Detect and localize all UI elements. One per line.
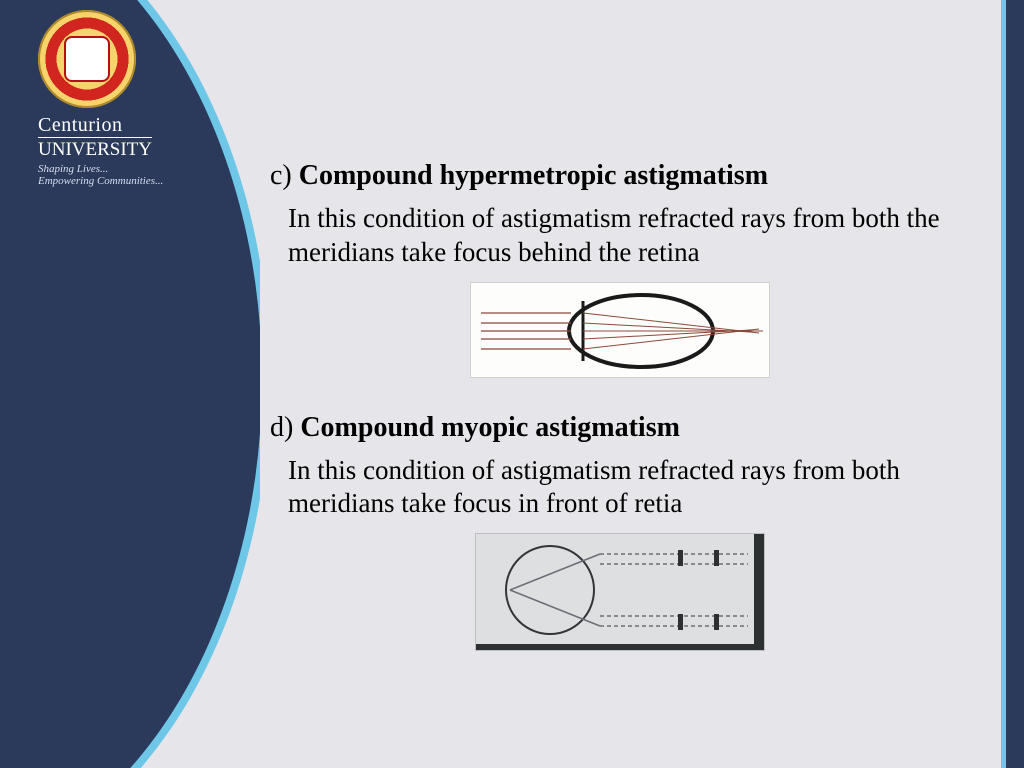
tagline-2: Empowering Communities... [38, 175, 208, 187]
eye-diagram-icon [480, 534, 760, 646]
branding-block: Centurion UNIVERSITY Shaping Lives... Em… [38, 10, 208, 187]
university-seal-icon [38, 10, 136, 108]
eye-diagram-icon [471, 283, 771, 379]
section-c-title: Compound hypermetropic astigmatism [299, 160, 768, 191]
slide: Centurion UNIVERSITY Shaping Lives... Em… [0, 0, 1024, 768]
hypermetropic-diagram [470, 282, 770, 378]
university-name-line2: UNIVERSITY [38, 137, 152, 161]
tagline-1: Shaping Lives... [38, 163, 208, 175]
section-d-body: In this condition of astigmatism refract… [288, 454, 948, 522]
section-c-marker: c) [270, 160, 292, 191]
section-d-figure-wrap [270, 533, 970, 651]
right-accent-bar [1006, 0, 1024, 768]
section-c-body: In this condition of astigmatism refract… [288, 202, 948, 270]
section-c-figure-wrap [270, 282, 970, 384]
myopic-diagram [475, 533, 765, 651]
section-d-heading: d) Compound myopic astigmatism [270, 412, 970, 444]
university-name-line1: Centurion [38, 114, 208, 137]
section-c-heading: c) Compound hypermetropic astigmatism [270, 160, 970, 192]
content-area: c) Compound hypermetropic astigmatism In… [270, 160, 970, 679]
left-panel: Centurion UNIVERSITY Shaping Lives... Em… [0, 0, 260, 768]
section-d-marker: d) [270, 412, 293, 443]
section-d-title: Compound myopic astigmatism [300, 412, 680, 443]
